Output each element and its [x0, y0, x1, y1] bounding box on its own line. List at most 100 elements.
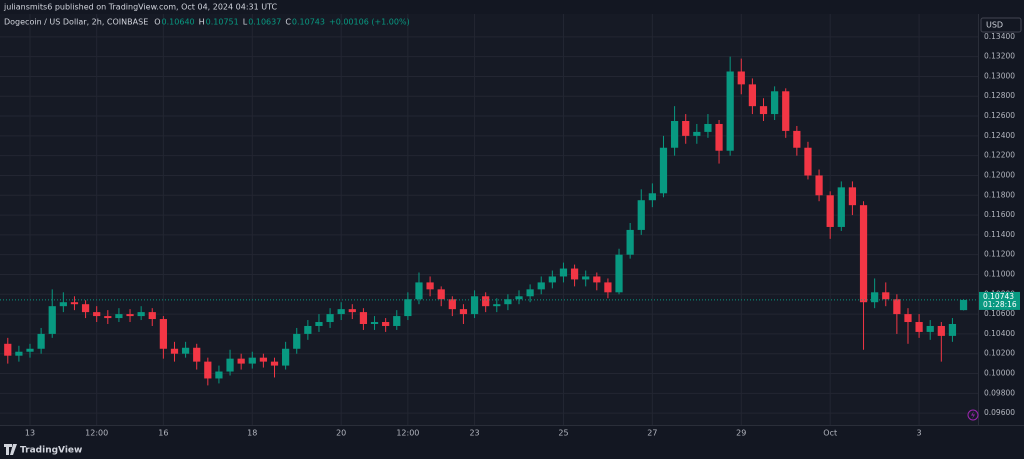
- candle-body: [370, 322, 379, 324]
- candle-body: [59, 302, 67, 307]
- candle-body: [337, 309, 345, 315]
- candle-body: [570, 268, 579, 280]
- candle-body: [70, 302, 79, 305]
- y-tick-label: 0.11000: [984, 269, 1015, 278]
- candle-body: [104, 316, 112, 319]
- candle-body: [237, 358, 245, 364]
- candle-body: [626, 229, 634, 255]
- candle-body: [404, 299, 412, 317]
- candle-body: [637, 200, 645, 230]
- candle-body: [659, 147, 668, 194]
- candle-body: [904, 314, 912, 323]
- candle-body: [115, 314, 123, 319]
- candle-body: [393, 316, 401, 326]
- candle-body: [693, 131, 701, 136]
- candle-body: [137, 312, 145, 317]
- y-tick-label: 0.11200: [984, 250, 1015, 259]
- y-tick-label: 0.10400: [984, 329, 1015, 338]
- x-tick-label: Oct: [823, 429, 837, 438]
- x-tick-label: 12:00: [396, 429, 419, 438]
- candle-body: [26, 348, 34, 352]
- candle-body: [448, 299, 456, 310]
- candle-body: [93, 312, 101, 317]
- candle-body: [670, 121, 679, 148]
- y-tick-label: 0.12200: [984, 151, 1015, 160]
- candle-body: [926, 325, 934, 332]
- candle-body: [915, 322, 923, 332]
- candle-body: [181, 347, 190, 354]
- candle-body: [804, 147, 812, 176]
- candle-body: [159, 319, 167, 349]
- candle-body: [193, 347, 201, 362]
- x-tick-label: 25: [558, 429, 568, 438]
- candle-body: [893, 299, 901, 315]
- candle-body: [304, 325, 312, 334]
- candle-body: [604, 282, 612, 293]
- candle-body: [748, 84, 757, 107]
- candle-body: [126, 314, 134, 317]
- symbol-legend: Dogecoin / US Dollar, 2h, COINBASE: [4, 18, 148, 27]
- y-tick-label: 0.09800: [984, 388, 1015, 397]
- candle-body: [504, 299, 512, 305]
- candle-body: [148, 312, 156, 320]
- x-tick-label: 13: [25, 429, 35, 438]
- last-price-box: [979, 291, 1020, 310]
- candle-body: [526, 289, 534, 297]
- candle-body: [459, 309, 468, 315]
- candle-body: [559, 268, 568, 277]
- candle-body: [582, 276, 590, 280]
- bar-countdown: 01:28:16: [983, 300, 1017, 309]
- y-tick-label: 0.10200: [984, 349, 1015, 358]
- candle-body: [859, 205, 868, 303]
- ohlc-value: 0.10751: [206, 18, 239, 27]
- ohlc-value: 0.10743: [292, 18, 325, 27]
- lightning-icon[interactable]: [967, 409, 979, 421]
- candle-body: [704, 123, 712, 132]
- ohlc-value: 0.10640: [162, 18, 195, 27]
- ohlc-label: C: [285, 18, 291, 27]
- y-tick-label: 0.10600: [984, 309, 1015, 318]
- candle-body: [937, 325, 945, 336]
- candle-body: [348, 309, 356, 313]
- candle-body: [470, 296, 479, 315]
- candle-body: [37, 333, 45, 349]
- y-tick-label: 0.11800: [984, 190, 1015, 199]
- y-tick-label: 0.11600: [984, 210, 1015, 219]
- candle-body: [437, 289, 445, 300]
- candle-body: [948, 323, 957, 336]
- price-change: +0.00106 (+1.00%): [329, 18, 410, 27]
- candle-body: [759, 106, 768, 115]
- published-note: juliansmits6 published on TradingView.co…: [3, 3, 278, 12]
- candle-body: [593, 276, 601, 283]
- candle-body: [737, 71, 745, 85]
- ohlc-label: O: [154, 18, 160, 27]
- candle-body: [515, 296, 523, 300]
- candle-body: [615, 254, 623, 293]
- x-tick-label: 29: [736, 429, 746, 438]
- candle-body: [81, 304, 90, 313]
- candle-body: [226, 358, 234, 372]
- ohlc-value: 0.10637: [248, 18, 281, 27]
- y-tick-label: 0.12800: [984, 91, 1015, 100]
- candle-body: [771, 91, 779, 115]
- candle-body: [415, 282, 423, 300]
- y-tick-label: 0.10000: [984, 369, 1015, 378]
- candle-body: [815, 175, 823, 196]
- currency-box[interactable]: [980, 17, 1022, 33]
- x-tick-label: 18: [247, 429, 257, 438]
- candle-body: [326, 314, 334, 323]
- candle-body: [548, 276, 556, 283]
- candle-body: [359, 312, 368, 324]
- brand: TradingView: [20, 446, 82, 456]
- candle-body: [215, 371, 223, 379]
- y-tick-label: 0.11400: [984, 230, 1015, 239]
- candle-body: [715, 123, 723, 151]
- candle-body: [682, 121, 690, 136]
- candles: [4, 56, 968, 386]
- candle-body: [493, 304, 501, 307]
- last-price-label: 0.10743: [983, 292, 1014, 301]
- candle-body: [248, 357, 256, 364]
- x-tick-label: 23: [469, 429, 479, 438]
- candle-body: [726, 71, 734, 151]
- logo-icon: [4, 444, 17, 455]
